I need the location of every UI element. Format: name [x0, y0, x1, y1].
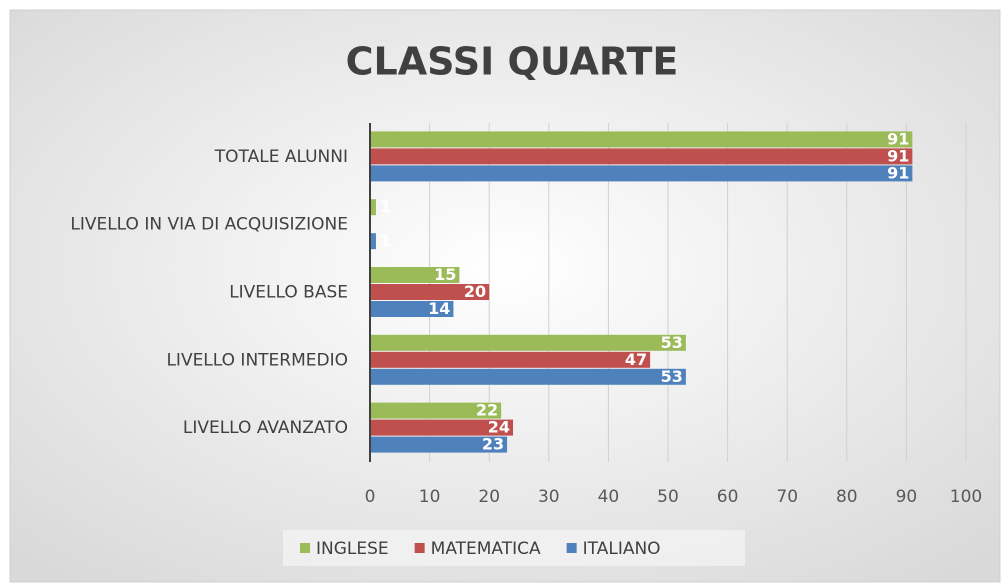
x-tick-label: 100 [950, 487, 982, 507]
x-tick-label: 80 [836, 487, 858, 507]
data-label: 14 [428, 299, 450, 318]
bar [370, 165, 913, 182]
data-label: 91 [887, 146, 909, 165]
bar [370, 368, 686, 385]
data-label: 1 [380, 231, 391, 250]
bar [370, 284, 490, 300]
chart-title: CLASSI QUARTE [346, 40, 679, 84]
bar [370, 436, 508, 453]
y-tick-label: TOTALE ALUNNI [214, 147, 348, 167]
chart-area [9, 9, 1001, 583]
legend-box [283, 530, 745, 566]
y-tick-label: LIVELLO IN VIA DI ACQUISIZIONE [70, 215, 348, 235]
x-tick-label: 10 [419, 487, 441, 507]
legend-label: INGLESE [316, 539, 389, 559]
data-label: 22 [476, 401, 498, 420]
bar [370, 402, 502, 419]
bar [370, 351, 651, 368]
x-tick-label: 20 [478, 487, 500, 507]
bar [370, 419, 514, 436]
bar [370, 334, 686, 351]
data-label: 20 [464, 282, 486, 301]
bar [370, 233, 376, 250]
data-label: 53 [661, 367, 683, 386]
bar [370, 301, 454, 317]
data-label: 24 [488, 418, 510, 437]
x-tick-label: 50 [657, 487, 679, 507]
legend-swatch [566, 543, 577, 553]
x-tick-label: 40 [598, 487, 620, 507]
bar [370, 199, 376, 216]
legend-label: MATEMATICA [431, 539, 541, 559]
data-label: 53 [661, 333, 683, 352]
x-tick-label: 90 [896, 487, 918, 507]
data-label: 91 [887, 129, 909, 148]
y-tick-label: LIVELLO BASE [229, 283, 348, 303]
x-tick-label: 70 [776, 487, 798, 507]
bar [370, 148, 913, 165]
data-label: 1 [380, 197, 391, 216]
data-label: 47 [625, 350, 647, 369]
bar [370, 131, 913, 148]
legend-swatch [414, 543, 425, 553]
x-tick-label: 30 [538, 487, 560, 507]
bar [370, 267, 460, 283]
data-label: 23 [482, 435, 504, 454]
x-tick-label: 60 [717, 487, 739, 507]
data-label: 91 [887, 163, 909, 182]
legend-label: ITALIANO [583, 539, 661, 559]
legend-swatch [300, 543, 310, 553]
y-tick-label: LIVELLO INTERMEDIO [166, 350, 348, 370]
y-tick-label: LIVELLO AVANZATO [183, 418, 348, 438]
data-label: 15 [434, 265, 456, 284]
x-tick-label: 0 [365, 487, 376, 507]
